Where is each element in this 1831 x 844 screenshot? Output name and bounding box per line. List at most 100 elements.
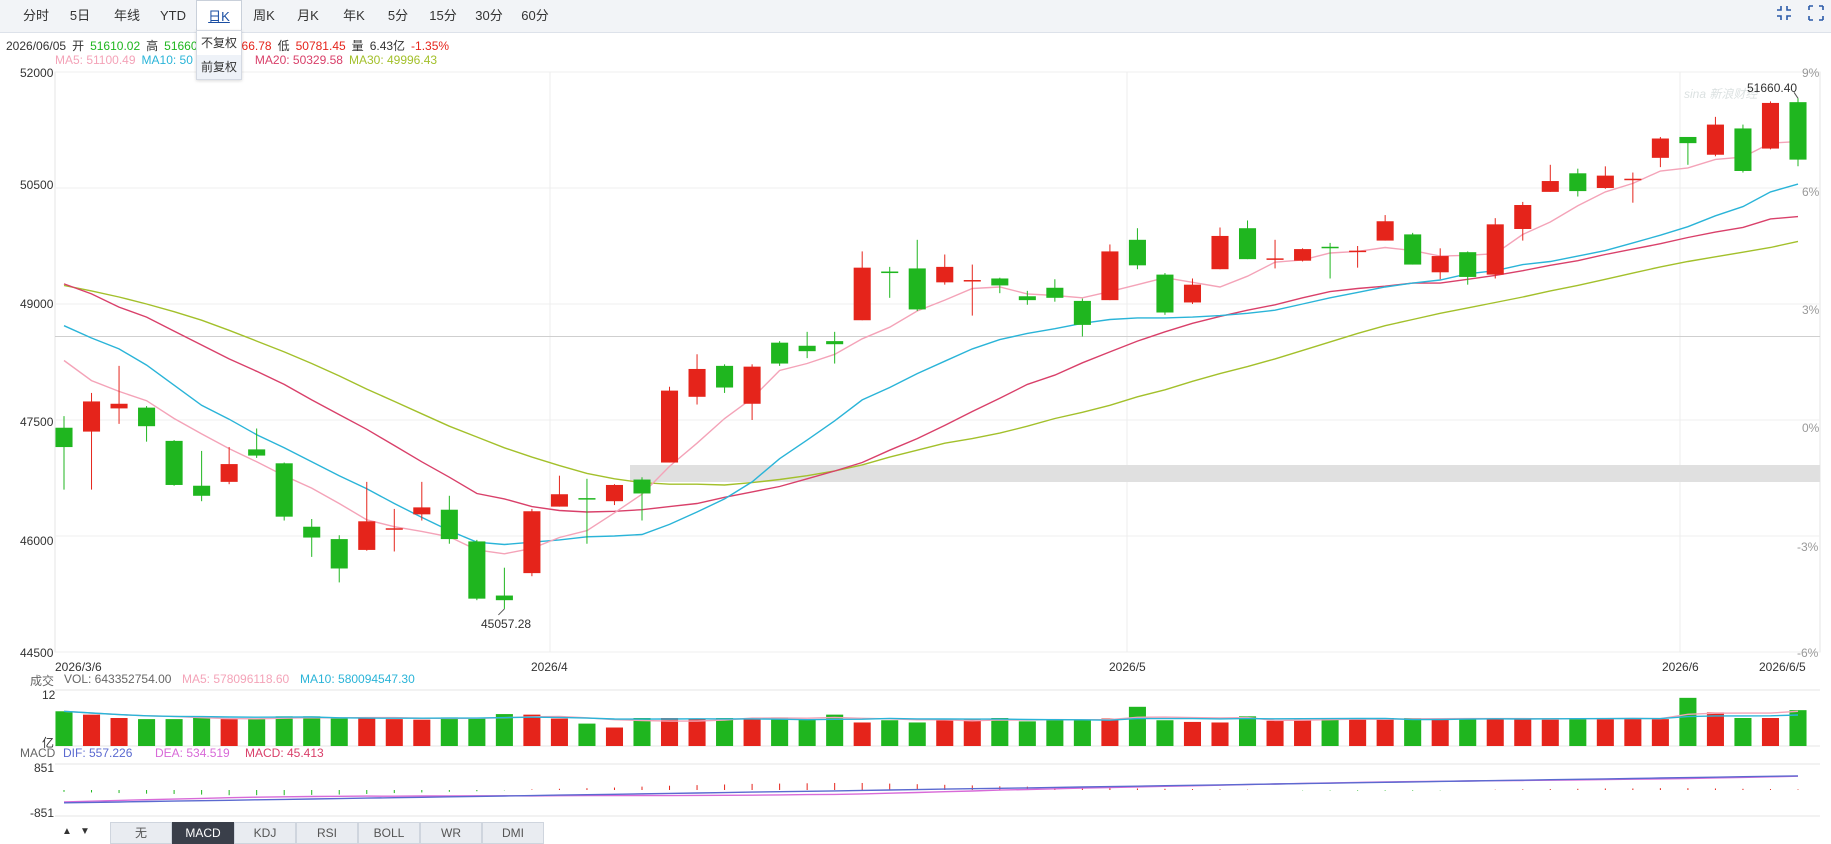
volume-bar	[1514, 718, 1532, 746]
open-label: 开	[72, 39, 85, 53]
volume-bar	[1073, 720, 1091, 746]
candle-body	[826, 341, 844, 345]
macd-dif-value: DIF: 557.226	[63, 746, 133, 760]
candle-body	[1596, 175, 1614, 188]
adjust-option-none[interactable]: 不复权	[200, 36, 237, 50]
tab-monthly-k[interactable]: 月K	[297, 8, 319, 23]
candle-body	[605, 484, 624, 502]
volume-bar	[633, 718, 651, 746]
indicator-tab-none[interactable]: 无	[110, 822, 172, 844]
pct-label-9: 9%	[1802, 66, 1820, 80]
tab-5min[interactable]: 5分	[387, 8, 409, 23]
candle-body	[495, 595, 513, 601]
tab-yearline[interactable]: 年线	[113, 8, 140, 23]
volume-axis-top: 12	[42, 688, 56, 702]
indicator-tab-kdj[interactable]: KDJ	[234, 822, 296, 844]
indicator-tab-wr[interactable]: WR	[420, 822, 482, 844]
tab-15min[interactable]: 15分	[429, 8, 457, 23]
candle-body	[1183, 284, 1202, 303]
kline-chart[interactable]: sina 新浪财经	[0, 0, 1831, 820]
tab-60min[interactable]: 60分	[521, 8, 549, 23]
indicator-tab-macd[interactable]: MACD	[172, 822, 234, 844]
volume-bar	[743, 718, 761, 746]
volume-bar	[798, 719, 816, 746]
volume-bar	[1541, 719, 1559, 746]
y-label-46000: 46000	[20, 534, 54, 548]
compress-icon[interactable]	[1773, 4, 1795, 26]
candle-body	[1321, 246, 1339, 249]
candle-body	[550, 494, 568, 507]
candle-body	[908, 268, 926, 310]
volume-bar	[193, 717, 211, 746]
candle-body	[1651, 138, 1669, 158]
candle-body	[1294, 249, 1312, 261]
adjust-dropdown: 不复权 前复权	[196, 30, 242, 80]
volume-bar	[1706, 712, 1724, 746]
candle-body	[771, 342, 789, 364]
open-value: 51610.02	[90, 39, 141, 53]
volume-bar	[578, 723, 596, 746]
candle-body	[743, 366, 761, 404]
arrow-up-icon[interactable]: ▲	[62, 826, 72, 837]
tab-5day[interactable]: 5日	[69, 8, 91, 23]
macd-macd-value: MACD: 45.413	[245, 746, 324, 760]
adjust-option-forward[interactable]: 前复权	[197, 55, 241, 79]
indicator-tab-dmi[interactable]: DMI	[482, 822, 544, 844]
high-pointer	[1793, 92, 1799, 99]
tab-fenshi[interactable]: 分时	[22, 8, 49, 23]
candle-body	[1459, 252, 1477, 277]
tab-yearly-k[interactable]: 年K	[343, 8, 365, 23]
date-label-end: 2026/6/5	[1759, 660, 1806, 674]
quote-date: 2026/06/05	[6, 39, 67, 53]
volume-bar	[1679, 697, 1697, 746]
volume-bar	[826, 714, 844, 746]
volume-bar	[385, 719, 403, 746]
tab-30min[interactable]: 30分	[475, 8, 503, 23]
candle-body	[936, 266, 954, 283]
ma-legend-line: MA5: 51100.49 MA10: 50 MA20: 50329.58 MA30:…	[55, 53, 443, 67]
period-toolbar: 分时 5日 年线 YTD 日K 周K 月K 年K 5分 15分 30分 60分	[0, 0, 1831, 34]
high-value: 51660	[164, 39, 198, 53]
y-label-47500: 47500	[20, 415, 54, 429]
y-label-50500: 50500	[20, 178, 54, 192]
expand-icon[interactable]	[1805, 4, 1827, 26]
arrow-down-icon[interactable]: ▼	[80, 826, 90, 837]
ma30-line	[63, 240, 1799, 486]
tab-daily-k[interactable]: 日K	[196, 0, 242, 34]
volume-bar	[853, 722, 871, 746]
volume-bar	[1404, 718, 1422, 746]
volume-bar	[138, 719, 156, 746]
tab-ytd[interactable]: YTD	[160, 8, 186, 23]
high-label: 高	[146, 39, 159, 53]
candle-body	[578, 498, 596, 500]
candle-body	[413, 507, 431, 515]
ma5-line	[63, 140, 1799, 555]
volume-bar	[1651, 719, 1669, 746]
volume-bar	[1596, 718, 1614, 746]
macd-title: MACD	[20, 746, 56, 760]
volume-bar	[1266, 720, 1284, 746]
tab-weekly-k[interactable]: 周K	[253, 8, 275, 23]
candle-body	[716, 365, 734, 388]
volume-bar	[1624, 718, 1642, 746]
candle-body	[1128, 239, 1146, 266]
candle-body	[1569, 173, 1587, 192]
pct-label-m6: -6%	[1797, 646, 1819, 660]
indicator-tab-boll[interactable]: BOLL	[358, 822, 420, 844]
volume-bar	[1376, 718, 1394, 746]
ma5-legend: MA5: 51100.49	[55, 53, 136, 67]
indicator-tab-rsi[interactable]: RSI	[296, 822, 358, 844]
date-label-jun: 2026/6	[1662, 660, 1699, 674]
volume-ma5-value: MA5: 578096118.60	[182, 672, 290, 686]
candle-body	[468, 541, 486, 599]
volume-bar	[771, 717, 789, 746]
y-label-49000: 49000	[20, 297, 54, 311]
candle-body	[110, 403, 128, 409]
volume-bar	[413, 719, 431, 746]
volume-bar	[1183, 721, 1202, 746]
candle-body	[1018, 296, 1036, 301]
volume-bar	[1156, 720, 1174, 746]
volume-bar	[1128, 706, 1146, 746]
pct-label-m3: -3%	[1797, 540, 1819, 554]
candle-body	[1541, 181, 1559, 192]
